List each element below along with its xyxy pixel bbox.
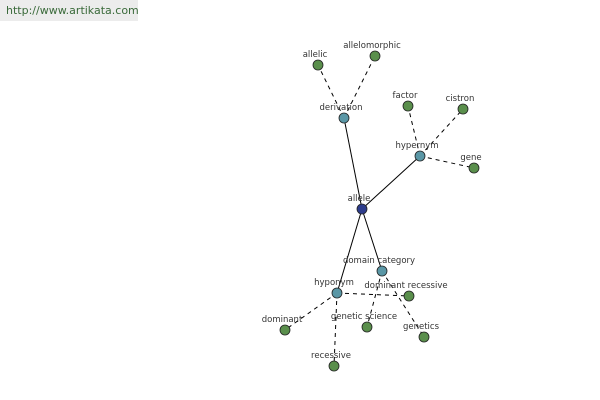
edge — [361, 155, 421, 210]
node[interactable] — [331, 287, 343, 299]
edge-dashed — [407, 105, 421, 157]
node-label: genetic science — [331, 312, 397, 322]
node[interactable] — [361, 321, 373, 333]
node[interactable] — [312, 59, 324, 71]
edge-dashed — [284, 292, 338, 331]
node[interactable] — [369, 50, 381, 62]
node-label: factor — [393, 91, 418, 101]
node-label: dominant recessive — [364, 281, 447, 291]
node-label: allelomorphic — [343, 41, 401, 51]
node-label: derivation — [319, 103, 362, 113]
edge-dashed — [419, 108, 464, 157]
edge-dashed — [366, 270, 383, 328]
node-label: recessive — [311, 351, 351, 361]
node[interactable] — [356, 203, 368, 215]
edge — [343, 117, 363, 210]
edge-dashed — [419, 155, 475, 169]
edge — [336, 208, 363, 294]
edge — [361, 208, 383, 272]
node[interactable] — [418, 331, 430, 343]
node-label: hypernym — [395, 141, 438, 151]
node[interactable] — [338, 112, 350, 124]
node-label: cistron — [446, 94, 475, 104]
node-label: genetics — [403, 322, 440, 332]
node[interactable] — [457, 103, 469, 115]
edge-dashed — [381, 270, 425, 338]
edge-dashed — [317, 64, 345, 119]
node-label: gene — [460, 153, 481, 163]
node[interactable] — [328, 360, 340, 372]
node[interactable] — [468, 162, 480, 174]
node[interactable] — [414, 150, 426, 162]
node-label: dominant — [262, 315, 303, 325]
node-label: allelic — [303, 50, 328, 60]
node-label: allele — [348, 194, 371, 204]
node[interactable] — [403, 290, 415, 302]
node-label: hyponym — [314, 278, 354, 288]
node[interactable] — [279, 324, 291, 336]
site-url[interactable]: http://www.artikata.com — [0, 0, 139, 21]
node[interactable] — [376, 265, 388, 277]
node-label: domain category — [343, 256, 415, 266]
edge-dashed — [336, 292, 410, 297]
edge-dashed — [343, 55, 376, 119]
node[interactable] — [402, 100, 414, 112]
